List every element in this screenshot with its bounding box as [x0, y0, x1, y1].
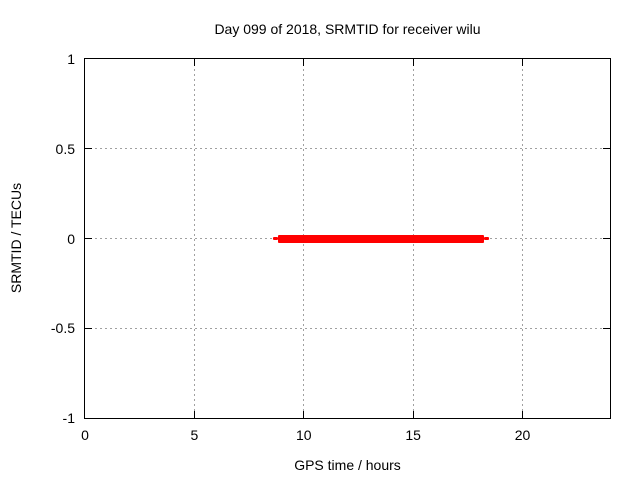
x-tick-label: 15	[405, 427, 421, 443]
y-tick-label: -1	[62, 410, 75, 426]
x-tick-mark-top	[193, 59, 195, 66]
y-tick-label: 1	[67, 51, 75, 67]
y-tick-mark-right	[603, 148, 610, 150]
x-tick-label: 5	[190, 427, 199, 443]
y-tick-mark-left	[85, 327, 92, 329]
x-tick-mark-top	[522, 59, 523, 66]
x-tick-label: 0	[81, 427, 89, 443]
x-tick-mark-top	[412, 59, 414, 66]
x-tick-mark-bottom	[522, 411, 523, 418]
data-line-segment	[484, 237, 489, 240]
h-gridline	[85, 148, 610, 150]
data-line-segment	[273, 237, 278, 240]
x-tick-label: 20	[514, 427, 531, 443]
y-tick-mark-left	[85, 238, 92, 239]
y-tick-label: 0	[67, 230, 75, 247]
v-gridline	[193, 59, 195, 418]
x-tick-mark-bottom	[193, 411, 195, 418]
x-tick-label: 10	[295, 427, 312, 443]
y-tick-mark-right	[603, 238, 610, 239]
data-line-segment	[277, 234, 485, 243]
v-gridline	[522, 59, 523, 418]
x-tick-mark-top	[303, 59, 305, 66]
y-tick-label: 0.5	[55, 140, 75, 157]
chart-title: Day 099 of 2018, SRMTID for receiver wil…	[214, 21, 481, 37]
plot-area	[84, 58, 611, 419]
y-tick-mark-right	[603, 327, 610, 329]
y-tick-mark-left	[85, 148, 92, 150]
x-axis-title: GPS time / hours	[294, 457, 401, 473]
x-tick-mark-bottom	[412, 411, 414, 418]
x-tick-mark-bottom	[303, 411, 305, 418]
h-gridline	[85, 327, 610, 329]
y-tick-label: -0.5	[50, 320, 75, 337]
